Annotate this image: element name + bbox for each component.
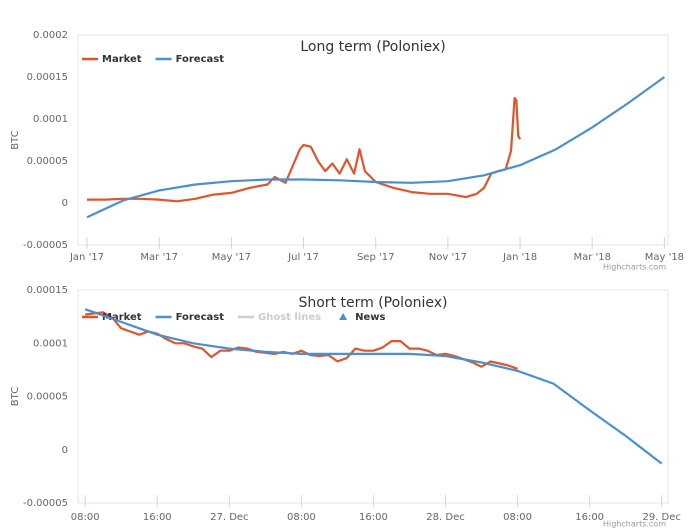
x-tick-label: Sep '17	[357, 252, 395, 263]
x-tick-label: 29. Dec	[642, 512, 680, 523]
y-axis-label: BTC	[10, 130, 21, 149]
y-tick-label: 0.00015	[27, 72, 68, 83]
y-axis-label: BTC	[10, 387, 21, 406]
y-tick-label: 0.00015	[27, 285, 68, 296]
legend-symbol	[339, 313, 348, 320]
x-tick-label: Jan '17	[69, 252, 104, 263]
x-tick-label: Jan '18	[502, 252, 537, 263]
x-tick-label: 08:00	[503, 512, 532, 523]
y-tick-label: -0.00005	[23, 498, 68, 509]
x-tick-label: 08:00	[287, 512, 316, 523]
legend-label[interactable]: Forecast	[176, 312, 225, 323]
y-tick-label: 0.0002	[33, 30, 68, 41]
x-tick-label: 16:00	[359, 512, 388, 523]
legend-label[interactable]: Market	[102, 312, 142, 323]
series-line	[84, 308, 663, 465]
plot-border	[77, 34, 669, 246]
y-tick-label: -0.00005	[23, 240, 68, 251]
credits: Highcharts.com	[603, 263, 666, 272]
series-line	[86, 76, 666, 219]
y-tick-label: 0.00005	[27, 392, 68, 403]
chart-title: Short term (Poloniex)	[298, 295, 447, 311]
x-tick-label: 08:00	[71, 512, 100, 523]
x-tick-label: May '18	[645, 252, 684, 263]
x-tick-label: 27. Dec	[210, 512, 248, 523]
y-tick-label: 0.0001	[33, 338, 68, 349]
x-tick-label: Jul '17	[287, 252, 319, 263]
x-tick-label: May '17	[212, 252, 251, 263]
series-line	[87, 96, 521, 203]
x-tick-label: Mar '17	[140, 252, 178, 263]
x-tick-label: 16:00	[575, 512, 604, 523]
legend-label[interactable]: Forecast	[176, 54, 225, 65]
x-tick-label: 16:00	[143, 512, 172, 523]
legend-label[interactable]: Market	[102, 54, 142, 65]
y-tick-label: 0	[62, 445, 68, 456]
y-tick-label: 0.0001	[33, 114, 68, 125]
credits: Highcharts.com	[603, 520, 666, 529]
x-tick-label: Mar '18	[573, 252, 611, 263]
x-tick-label: Nov '17	[429, 252, 467, 263]
legend-label[interactable]: News	[355, 312, 385, 323]
x-tick-label: 28. Dec	[426, 512, 464, 523]
y-tick-label: 0.00005	[27, 156, 68, 167]
chart-title: Long term (Poloniex)	[300, 39, 445, 55]
legend-label[interactable]: Ghost lines	[258, 312, 321, 323]
y-tick-label: 0	[62, 198, 68, 209]
